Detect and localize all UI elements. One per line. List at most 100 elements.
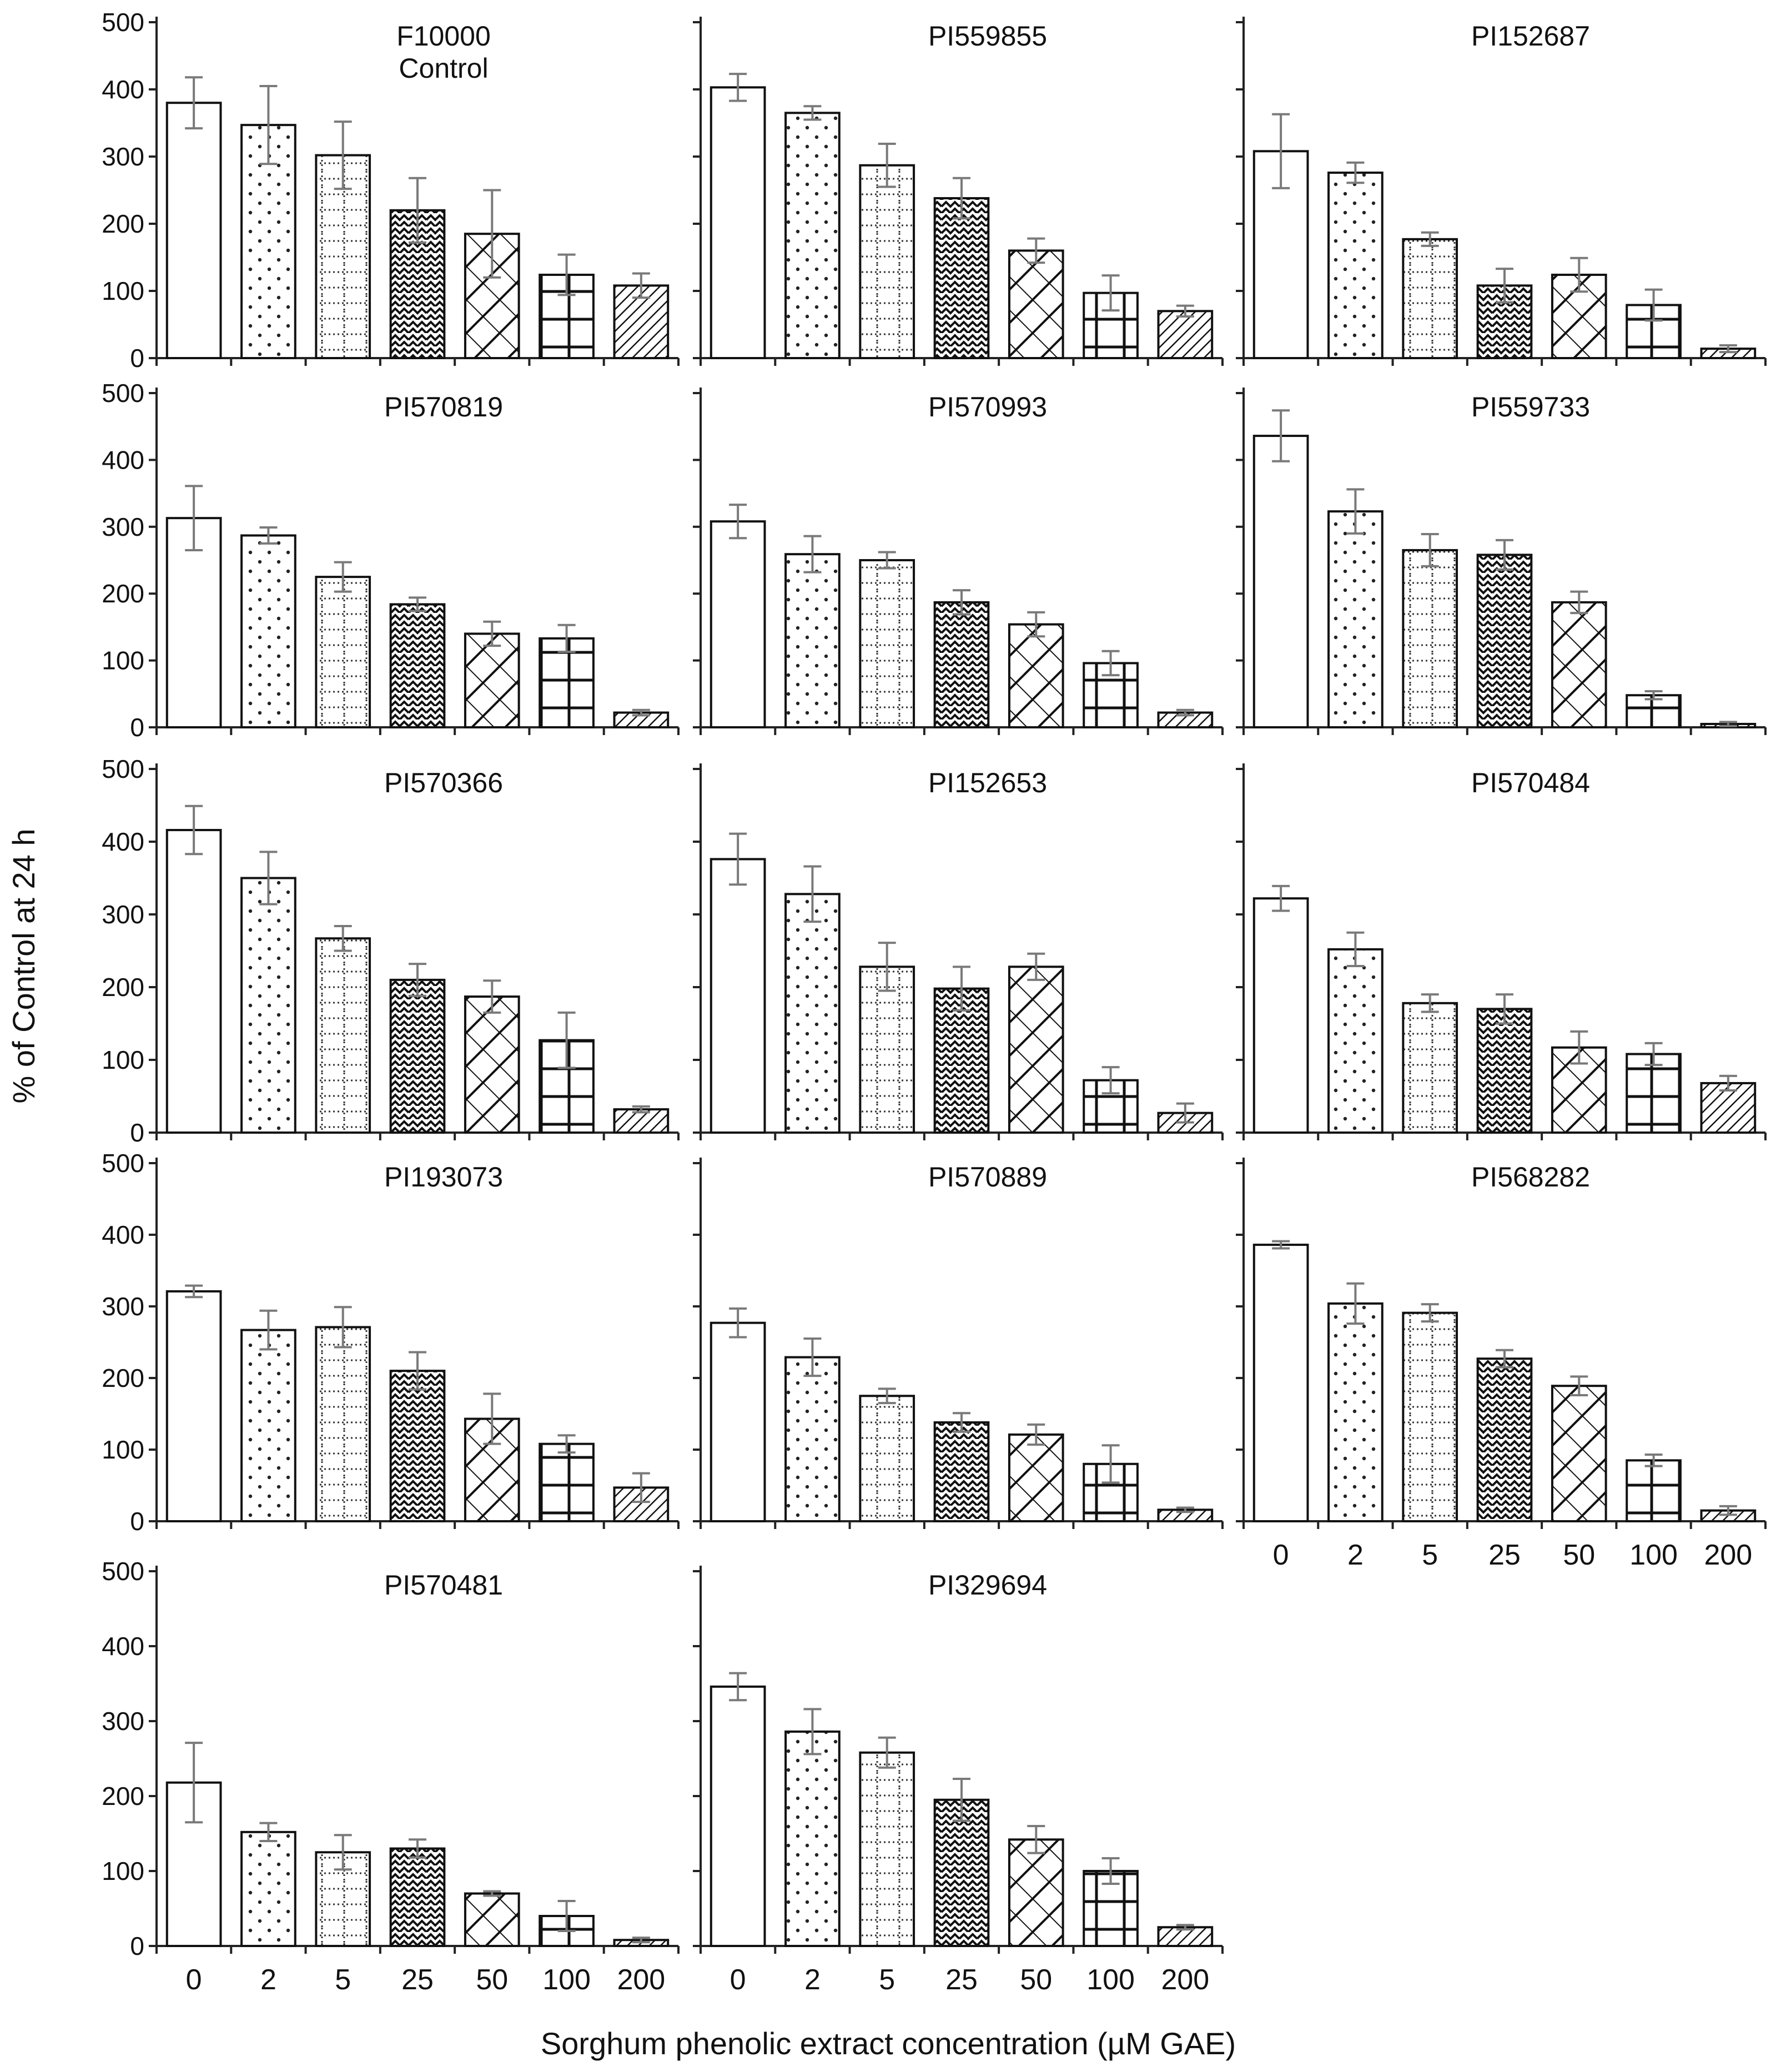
x-tick-label: 200 <box>617 1964 665 1996</box>
panel-pi152653: PI152653 <box>693 763 1224 1140</box>
bar-0 <box>165 517 222 728</box>
bar-50 <box>1008 1838 1064 1948</box>
x-tick-label: 5 <box>335 1964 351 1996</box>
panel-pi570484: PI570484 <box>1236 763 1767 1140</box>
panel-title: PI570484 <box>1471 767 1590 798</box>
bar-100 <box>1626 1053 1682 1134</box>
x-tick-label: 25 <box>401 1964 434 1996</box>
bar-25 <box>1476 1357 1533 1522</box>
bar-0 <box>710 858 766 1134</box>
panel-title: PI559855 <box>928 21 1047 52</box>
panel-title: PI329694 <box>928 1570 1047 1601</box>
bar-0 <box>710 1321 766 1522</box>
y-tick-label: 400 <box>102 1632 144 1661</box>
panel-pi559855: PI559855 <box>693 17 1224 366</box>
panel-pi570819: 0 100 200 300 400 500 PI570819 <box>102 379 680 742</box>
bar-50 <box>1551 601 1607 729</box>
panel-title: PI152687 <box>1471 21 1590 52</box>
y-tick-label: 100 <box>102 1435 144 1464</box>
y-tick-label: 0 <box>130 1932 144 1960</box>
bar-0 <box>710 1685 766 1947</box>
panel-pi570366: 0 100 200 300 400 500 PI570366 <box>102 755 680 1147</box>
x-tick-label: 25 <box>945 1964 978 1996</box>
x-tick-label: 2 <box>260 1964 276 1996</box>
bar-2 <box>784 893 841 1134</box>
bar-5 <box>859 965 915 1134</box>
y-tick-label: 100 <box>102 646 144 675</box>
y-tick-label: 0 <box>130 713 144 742</box>
bar-2 <box>784 1730 841 1947</box>
panel-subtitle: Control <box>399 53 488 84</box>
bar-25 <box>1476 284 1533 359</box>
bar-5 <box>315 1326 371 1522</box>
panel-title: PI559733 <box>1471 391 1590 423</box>
bar-0 <box>1252 1244 1309 1523</box>
x-tick-label: 5 <box>1422 1539 1438 1571</box>
bar-25 <box>933 197 990 359</box>
x-tick-label: 100 <box>1086 1964 1135 1996</box>
bar-25 <box>389 1847 446 1947</box>
panel-title: PI152653 <box>928 767 1047 798</box>
panel-pi152687: PI152687 <box>1236 17 1767 366</box>
panel-pi193073: 0 100 200 300 400 500 PI193073 <box>102 1149 680 1536</box>
panel-title: PI568282 <box>1471 1161 1590 1193</box>
bar-5 <box>1402 549 1458 728</box>
bar-25 <box>1476 554 1533 728</box>
bar-50 <box>464 1892 520 1947</box>
x-tick-label: 0 <box>1273 1539 1289 1571</box>
bar-0 <box>165 1290 222 1522</box>
y-tick-label: 400 <box>102 827 144 856</box>
y-tick-label: 200 <box>102 973 144 1002</box>
panel-title: PI193073 <box>384 1161 503 1193</box>
y-tick-label: 300 <box>102 900 144 929</box>
panel-title: PI570366 <box>384 767 503 798</box>
bar-25 <box>933 1421 990 1522</box>
bar-50 <box>464 995 520 1134</box>
bar-5 <box>1402 1311 1458 1523</box>
y-tick-label: 400 <box>102 75 144 104</box>
bar-25 <box>933 601 990 729</box>
panel-pi559733: PI559733 <box>1236 388 1767 735</box>
bar-5 <box>859 1395 915 1522</box>
y-tick-label: 500 <box>102 1557 144 1586</box>
bar-25 <box>933 1798 990 1947</box>
bar-2 <box>784 553 841 728</box>
y-tick-label: 400 <box>102 1220 144 1249</box>
bar-25 <box>389 1370 446 1523</box>
bar-2 <box>240 1329 296 1523</box>
bar-5 <box>859 164 915 359</box>
bar-5 <box>1402 238 1458 359</box>
bar-25 <box>933 987 990 1134</box>
y-tick-label: 200 <box>102 1364 144 1392</box>
y-tick-label: 300 <box>102 1707 144 1736</box>
bar-2 <box>784 112 841 359</box>
bar-0 <box>165 102 222 359</box>
panel-title: PI570889 <box>928 1161 1047 1193</box>
bar-50 <box>1008 623 1064 728</box>
bar-2 <box>1327 1302 1383 1523</box>
y-tick-label: 100 <box>102 276 144 305</box>
bar-2 <box>240 877 296 1134</box>
bar-0 <box>165 829 222 1134</box>
y-tick-label: 300 <box>102 142 144 171</box>
x-tick-label: 100 <box>542 1964 591 1996</box>
bar-0 <box>1252 897 1309 1134</box>
x-axis-label: Sorghum phenolic extract concentration (… <box>541 2026 1236 2061</box>
bar-25 <box>389 978 446 1134</box>
bar-200 <box>1157 310 1214 359</box>
panel-title: F10000 <box>396 21 491 52</box>
bar-100 <box>1626 1459 1682 1523</box>
bar-50 <box>464 632 520 728</box>
y-tick-label: 100 <box>102 1857 144 1885</box>
y-tick-label: 500 <box>102 8 144 37</box>
y-tick-label: 500 <box>102 755 144 783</box>
y-tick-label: 0 <box>130 1118 144 1147</box>
x-tick-label: 200 <box>1161 1964 1209 1996</box>
x-tick-label: 2 <box>1347 1539 1364 1571</box>
x-tick-label: 2 <box>804 1964 821 1996</box>
